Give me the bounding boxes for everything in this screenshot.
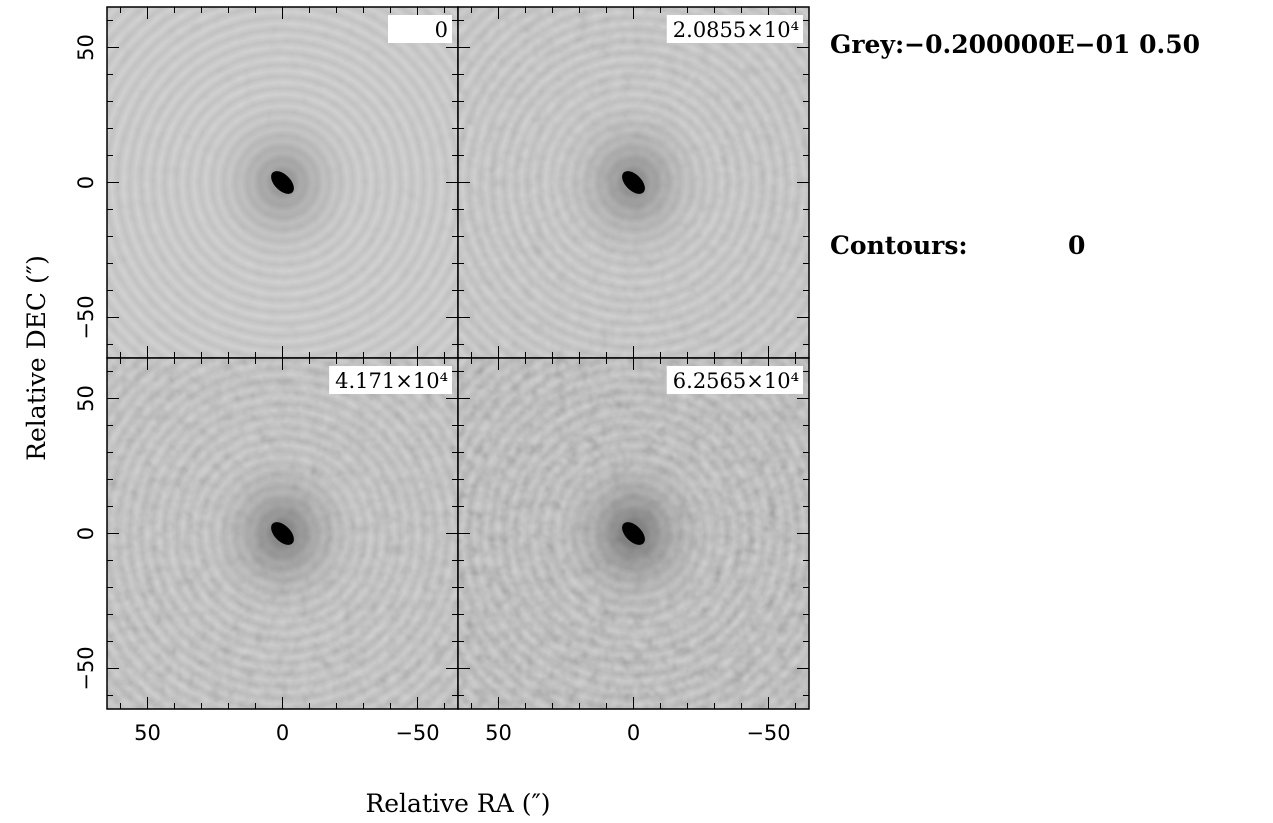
panel-label-box (329, 366, 452, 394)
y-tick-label: −50 (74, 295, 98, 339)
panel-label: 0 (435, 18, 448, 42)
y-tick-label: 0 (74, 527, 98, 540)
x-tick-label: 50 (485, 721, 512, 745)
panel: −50 0 50 0 (74, 6, 459, 359)
x-tick-label: 50 (134, 721, 161, 745)
y-tick-label: 50 (74, 34, 98, 61)
panel: 50 0 −50 6.2565×10⁴ (457, 357, 810, 745)
source-core (271, 171, 294, 194)
contours-value: 0 (1068, 231, 1085, 260)
x-tick-label: 0 (276, 721, 289, 745)
panel-label: 4.171×10⁴ (335, 369, 448, 393)
x-tick-label: 0 (627, 721, 640, 745)
x-axis-label: Relative RA (″) (365, 789, 550, 818)
source-core (622, 522, 645, 545)
source-core (271, 522, 294, 545)
panel-label-box (666, 15, 803, 43)
x-tick-label: −50 (746, 721, 790, 745)
grey-range: Grey:−0.200000E−01 0.50 (830, 30, 1200, 59)
panel-image (458, 7, 809, 358)
panel-label: 6.2565×10⁴ (673, 369, 799, 393)
x-tick-label: −50 (395, 721, 439, 745)
panel: 2.0855×10⁴ (457, 6, 810, 359)
y-axis-label: Relative DEC (″) (22, 255, 51, 461)
panel-image (107, 7, 458, 358)
y-tick-label: 0 (74, 176, 98, 189)
source-core (622, 171, 645, 194)
y-tick-label: −50 (74, 646, 98, 690)
panel-image (107, 358, 458, 709)
panel-label-box (388, 15, 452, 43)
panel-label-box (666, 366, 803, 394)
panel-image (458, 358, 809, 709)
contours-label: Contours: (830, 231, 968, 260)
y-tick-label: 50 (74, 385, 98, 412)
panel-label: 2.0855×10⁴ (673, 18, 799, 42)
panel: 50 0 −50 −50 0 50 4.171×10⁴ (74, 357, 459, 745)
